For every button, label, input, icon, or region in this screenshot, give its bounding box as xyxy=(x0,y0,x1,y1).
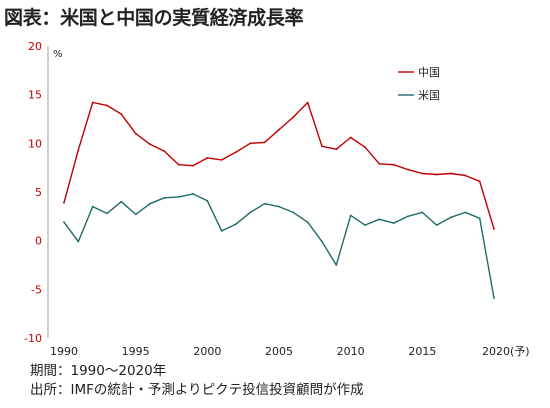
period-note: 期間：1990〜2020年 xyxy=(30,363,167,379)
x-tick-label: 2010 xyxy=(337,345,365,358)
data-point xyxy=(120,113,123,115)
data-point xyxy=(335,148,338,151)
source-note: 出所：IMFの統計・予測よりピクテ投信投資顧問が作成 xyxy=(30,382,364,398)
y-tick-label: 15 xyxy=(28,89,42,102)
data-point xyxy=(450,216,452,219)
data-point xyxy=(263,141,266,144)
page-title: 図表：米国と中国の実質経済成長率 xyxy=(4,7,304,29)
legend-label: 米国 xyxy=(418,89,440,102)
data-point xyxy=(220,230,223,232)
series-line xyxy=(63,101,495,230)
data-point xyxy=(306,221,309,224)
data-point xyxy=(321,240,323,243)
data-point xyxy=(464,211,467,214)
data-point xyxy=(206,199,209,202)
x-tick-label: 1995 xyxy=(122,345,150,358)
data-point xyxy=(421,172,424,175)
data-point xyxy=(435,173,438,176)
data-point xyxy=(206,157,209,159)
data-point xyxy=(464,174,467,177)
y-tick-label: 5 xyxy=(35,186,42,199)
series-line xyxy=(63,193,495,299)
data-point xyxy=(106,212,108,215)
data-point xyxy=(249,211,252,214)
data-point xyxy=(478,180,481,183)
y-unit-label: % xyxy=(53,49,63,60)
x-tick-label: 1990 xyxy=(50,345,78,358)
series-lines xyxy=(63,101,495,299)
data-point xyxy=(278,128,280,131)
data-point xyxy=(263,202,266,205)
data-point xyxy=(249,142,252,145)
data-point xyxy=(177,163,180,166)
legend-label: 中国 xyxy=(418,66,440,79)
data-point xyxy=(149,143,151,146)
data-point xyxy=(134,132,137,135)
data-point xyxy=(278,205,280,208)
x-tick-label: 2000 xyxy=(193,345,221,358)
data-point xyxy=(306,101,309,104)
data-point xyxy=(378,162,381,165)
data-point xyxy=(407,215,409,218)
data-point xyxy=(134,213,137,216)
x-tick-labels: 1990 1995 2000 2005 2010 2015 2020(予) xyxy=(50,345,530,358)
data-point xyxy=(106,104,108,107)
data-point xyxy=(192,193,194,195)
y-tick-label: 10 xyxy=(28,137,42,150)
data-point xyxy=(192,164,194,167)
data-point xyxy=(77,149,80,152)
data-point xyxy=(177,196,180,198)
data-point xyxy=(364,224,366,227)
data-point xyxy=(349,136,352,139)
data-point xyxy=(235,151,237,154)
data-point xyxy=(149,202,151,205)
x-tick-label: 2005 xyxy=(265,345,293,358)
notes: 期間：1990〜2020年 出所：IMFの統計・予測よりピクテ投信投資顧問が作成 xyxy=(30,362,364,400)
data-point xyxy=(91,205,94,208)
data-point xyxy=(478,217,481,220)
data-point xyxy=(91,101,94,104)
y-tick-label: -5 xyxy=(31,283,42,296)
data-point xyxy=(392,222,395,225)
data-point xyxy=(220,159,223,161)
data-point xyxy=(292,116,295,118)
data-point xyxy=(163,196,166,199)
data-point xyxy=(335,264,338,266)
data-point xyxy=(292,211,295,214)
y-tick-labels: 20 15 10 5 0 -5 -10 xyxy=(24,40,42,345)
x-tick-label: 2015 xyxy=(408,345,436,358)
data-point xyxy=(77,240,80,243)
data-point xyxy=(378,218,381,221)
data-point xyxy=(120,200,123,203)
data-point xyxy=(321,145,323,148)
y-tick-label: -10 xyxy=(24,332,42,345)
y-tick-label: 20 xyxy=(28,40,42,53)
data-point xyxy=(392,163,395,166)
data-point xyxy=(435,224,438,227)
data-point xyxy=(163,150,166,153)
data-point xyxy=(493,297,495,299)
data-point xyxy=(63,201,65,204)
data-point xyxy=(421,211,424,214)
data-point xyxy=(407,168,409,171)
y-tick-label: 0 xyxy=(35,235,42,248)
data-point xyxy=(493,228,495,230)
x-tick-label: 2020(予) xyxy=(482,345,530,358)
data-point xyxy=(235,223,237,226)
data-point xyxy=(364,146,366,149)
data-point xyxy=(349,214,352,217)
data-point xyxy=(63,221,65,224)
data-point xyxy=(450,172,452,175)
